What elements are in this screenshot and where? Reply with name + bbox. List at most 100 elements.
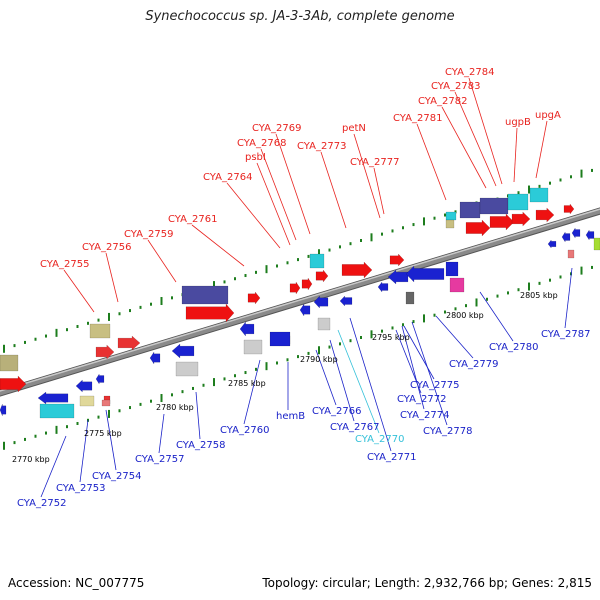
gene-feature <box>289 281 301 295</box>
tick-mark <box>318 346 320 355</box>
gene-label: CYA_2772 <box>397 394 446 405</box>
tick-mark <box>412 223 415 227</box>
tick-mark <box>265 265 268 274</box>
gene-feature <box>149 351 161 365</box>
leader-line <box>195 391 201 440</box>
leader-line <box>329 339 355 422</box>
tick-mark <box>3 344 5 353</box>
tick-mark <box>171 296 173 300</box>
gene-feature <box>317 317 331 331</box>
leader-line <box>411 321 448 426</box>
gene-label: CYA_2783 <box>431 81 480 92</box>
tick-mark <box>76 324 79 328</box>
label-leader-lines <box>40 77 573 498</box>
tick-mark <box>444 310 446 314</box>
tick-mark <box>559 275 562 279</box>
tick-mark <box>139 305 142 309</box>
tick-mark <box>34 434 37 438</box>
gene-feature <box>571 227 581 239</box>
leader-line <box>191 224 245 267</box>
leader-line <box>564 267 573 329</box>
tick-mark <box>591 265 593 269</box>
tick-mark <box>391 229 394 233</box>
gene-feature <box>37 391 69 405</box>
tick-mark <box>244 274 247 278</box>
tick-mark <box>318 249 320 258</box>
gene-feature <box>75 379 93 393</box>
tick-mark <box>223 280 226 284</box>
backbone-highlight <box>0 208 600 392</box>
tick-mark <box>213 281 215 290</box>
gene-feature <box>459 201 481 219</box>
gene-feature <box>405 265 445 283</box>
tick-mark <box>538 281 541 285</box>
gene-label: CYA_2755 <box>40 259 89 270</box>
tick-mark <box>223 377 226 381</box>
gene-label: CYA_2752 <box>17 498 66 509</box>
leader-line <box>147 239 177 283</box>
gene-feature <box>309 253 325 269</box>
tick-mark <box>276 264 278 268</box>
tick-mark <box>307 351 310 355</box>
tick-mark <box>433 216 436 220</box>
tick-mark <box>549 181 551 185</box>
gene-feature <box>547 239 557 249</box>
tick-mark <box>549 278 551 282</box>
gene-label: CYA_2778 <box>423 426 472 437</box>
gene-feature <box>269 331 291 347</box>
gene-label: CYA_2753 <box>56 483 105 494</box>
gene-feature <box>567 249 575 259</box>
tick-mark <box>528 282 530 291</box>
tick-mark <box>234 277 236 281</box>
tick-mark <box>570 175 572 179</box>
tick-mark <box>118 312 121 316</box>
scale-label: 2790 kbp <box>300 355 338 364</box>
tick-mark <box>475 298 478 307</box>
gene-label: CYA_2777 <box>350 157 399 168</box>
gene-label: CYA_2756 <box>82 242 131 253</box>
tick-mark <box>181 390 184 394</box>
tick-mark <box>97 415 100 419</box>
gene-label: CYA_2782 <box>418 96 467 107</box>
leader-line <box>401 325 425 410</box>
tick-mark <box>486 297 488 301</box>
gene-feature <box>171 343 195 359</box>
gene-label: CYA_2780 <box>489 342 538 353</box>
gene-feature <box>585 229 595 241</box>
tick-mark <box>13 441 16 445</box>
leader-line <box>315 349 337 406</box>
scale-label: 2775 kbp <box>84 429 122 438</box>
tick-mark <box>381 232 383 236</box>
gene-feature <box>561 231 571 243</box>
tick-mark <box>580 266 583 275</box>
tick-mark <box>255 367 257 371</box>
gene-label: CYA_2759 <box>124 229 173 240</box>
tick-mark <box>3 441 5 450</box>
tick-mark <box>454 307 457 311</box>
tick-mark <box>129 406 131 410</box>
gene-label: CYA_2773 <box>297 141 346 152</box>
tick-mark <box>45 334 47 338</box>
gene-feature <box>301 277 313 291</box>
tick-mark <box>349 339 352 343</box>
tick-mark <box>45 431 47 435</box>
gene-feature <box>445 219 455 229</box>
leader-line <box>535 120 548 179</box>
genome-backbone <box>0 207 600 397</box>
gene-feature <box>39 403 75 419</box>
tick-mark <box>307 254 310 258</box>
tick-mark <box>13 344 16 348</box>
leader-line <box>40 435 67 498</box>
tick-mark <box>160 297 163 306</box>
tick-mark <box>465 304 467 308</box>
leader-line <box>256 162 291 246</box>
leader-line <box>105 409 117 471</box>
tick-mark <box>517 288 520 292</box>
scale-label: 2770 kbp <box>12 455 50 464</box>
scale-label: 2785 kbp <box>228 379 266 388</box>
gene-label: CYA_2764 <box>203 172 252 183</box>
gene-feature <box>405 291 415 305</box>
accession-text: Accession: NC_007775 <box>8 576 145 590</box>
gene-label: ugpB <box>505 117 531 128</box>
